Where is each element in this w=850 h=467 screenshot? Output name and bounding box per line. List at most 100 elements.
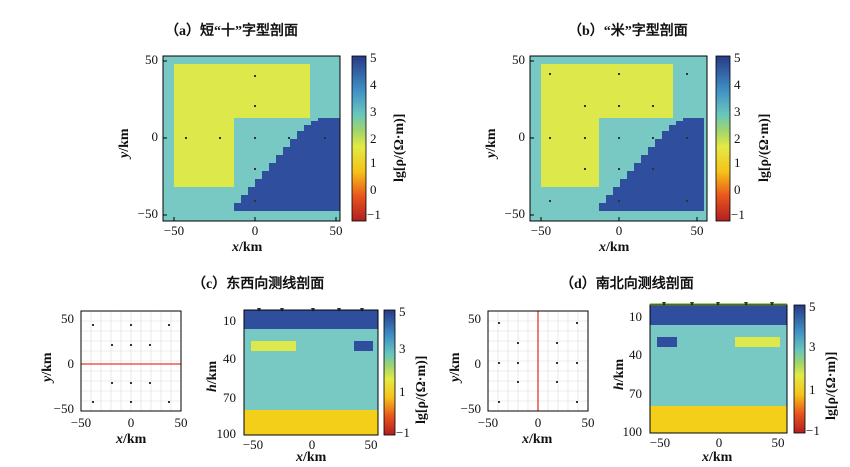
depth-axis-label: h/km xyxy=(205,361,221,392)
depth-axis-variable: h xyxy=(612,382,627,390)
colorbar-tick: 5 xyxy=(399,304,406,319)
colorbar-tick: 5 xyxy=(370,50,377,65)
depth-tick-label: 10 xyxy=(629,309,642,324)
y-axis-label: y/km xyxy=(40,352,56,382)
x-axis-variable: x xyxy=(522,432,529,447)
colorbar-tick: 1 xyxy=(399,384,406,399)
y-tick-label: −50 xyxy=(460,401,481,416)
station-marker xyxy=(576,362,578,364)
station-marker xyxy=(111,382,113,384)
x-tick-label: −50 xyxy=(70,415,92,430)
station-marker xyxy=(254,168,256,170)
depth-axis-variable: h xyxy=(205,384,220,392)
depth-tick-label: 100 xyxy=(622,424,643,439)
panel-d-conductive-block xyxy=(657,337,677,347)
y-axis-variable: y xyxy=(117,151,132,158)
colorbar-tick: 3 xyxy=(370,104,377,119)
station-marker xyxy=(549,200,551,202)
x-axis-label: x/km xyxy=(296,450,326,466)
panel-c-conductive-layer xyxy=(244,310,378,329)
colorbar-label: lg[ρ/(Ω·m)] xyxy=(392,113,407,182)
panel-d-resistive-block xyxy=(735,337,780,347)
station-marker xyxy=(254,200,256,202)
station-marker xyxy=(130,344,132,346)
panel-d-colorbar xyxy=(793,304,806,434)
x-axis-label: x/km xyxy=(599,240,629,256)
y-axis-variable: y xyxy=(448,375,463,382)
y-axis-unit: /km xyxy=(484,128,499,152)
x-axis-label: x/km xyxy=(116,432,146,448)
station-marker xyxy=(549,73,551,75)
station-marker xyxy=(618,200,620,202)
station-marker xyxy=(254,137,256,139)
station-marker xyxy=(686,200,688,202)
depth-tick-label: 100 xyxy=(216,426,237,441)
panel-d-section-frame xyxy=(649,304,788,434)
colorbar-tick: −1 xyxy=(806,423,820,438)
station-marker xyxy=(652,168,654,170)
station-marker xyxy=(149,382,151,384)
y-axis-variable: y xyxy=(484,151,499,158)
colorbar-tick: 1 xyxy=(809,382,816,397)
y-axis-label: y/km xyxy=(117,128,133,158)
station-marker xyxy=(498,322,500,324)
depth-tick-label: 70 xyxy=(223,390,236,405)
colorbar-tick: 0 xyxy=(370,182,377,197)
colorbar-tick: 0 xyxy=(734,182,741,197)
station-marker xyxy=(130,324,132,326)
panel-c-grid xyxy=(81,311,181,411)
colorbar-tick: −1 xyxy=(367,207,381,222)
station-marker xyxy=(584,105,586,107)
colorbar-tick: 1 xyxy=(734,155,741,170)
panel-a-title: （a）短“十”字型剖面 xyxy=(165,24,298,39)
station-marker xyxy=(517,342,519,344)
panel-c-title: （c）东西向测线剖面 xyxy=(192,277,325,292)
station-marker xyxy=(168,324,170,326)
x-axis-unit: /km xyxy=(709,450,733,465)
y-tick-label: 0 xyxy=(474,356,482,371)
depth-tick-label: 10 xyxy=(223,313,236,328)
panel-b-colorbar xyxy=(715,55,731,222)
panel-b-title: （b）“米”字型剖面 xyxy=(568,24,688,39)
panel-b-frame xyxy=(529,55,708,222)
station-marker xyxy=(652,137,654,139)
station-marker xyxy=(576,401,578,403)
x-tick-label: 50 xyxy=(690,223,704,238)
x-axis-unit: /km xyxy=(239,240,263,255)
station-marker xyxy=(254,105,256,107)
station-marker xyxy=(168,401,170,403)
station-marker xyxy=(618,105,620,107)
station-marker xyxy=(618,73,620,75)
colorbar-tick: 4 xyxy=(370,77,377,92)
y-axis-variable: y xyxy=(40,375,55,382)
station-marker xyxy=(744,302,748,306)
colorbar-tick: 5 xyxy=(734,50,741,65)
panel-a-plot xyxy=(162,55,367,222)
y-axis-label: y/km xyxy=(448,352,464,382)
panel-c-colorbar xyxy=(383,309,396,436)
panel-c-resistive-block xyxy=(251,341,296,351)
panel-d-section-stations xyxy=(662,302,774,306)
station-marker xyxy=(498,401,500,403)
depth-axis-label: h/km xyxy=(612,359,628,390)
x-axis-unit: /km xyxy=(123,432,147,447)
panel-d-map-frame xyxy=(487,310,589,412)
colorbar-tick: −1 xyxy=(396,425,410,440)
station-marker xyxy=(92,324,94,326)
y-axis-label: y/km xyxy=(484,128,500,158)
panel-a-colorbar xyxy=(351,55,367,222)
x-tick-label: −50 xyxy=(242,437,264,452)
station-marker xyxy=(686,137,688,139)
x-tick-label: 0 xyxy=(127,415,135,430)
station-marker xyxy=(652,105,654,107)
panel-c-conductive-block xyxy=(354,341,373,351)
colorbar-tick: 5 xyxy=(809,299,816,314)
colorbar-tick: 1 xyxy=(370,155,377,170)
colorbar-tick: −1 xyxy=(731,207,745,222)
colorbar-tick: 2 xyxy=(370,131,377,146)
station-marker xyxy=(584,168,586,170)
station-marker xyxy=(288,137,290,139)
depth-axis-unit: /km xyxy=(205,360,220,385)
station-marker xyxy=(584,137,586,139)
station-marker xyxy=(92,401,94,403)
